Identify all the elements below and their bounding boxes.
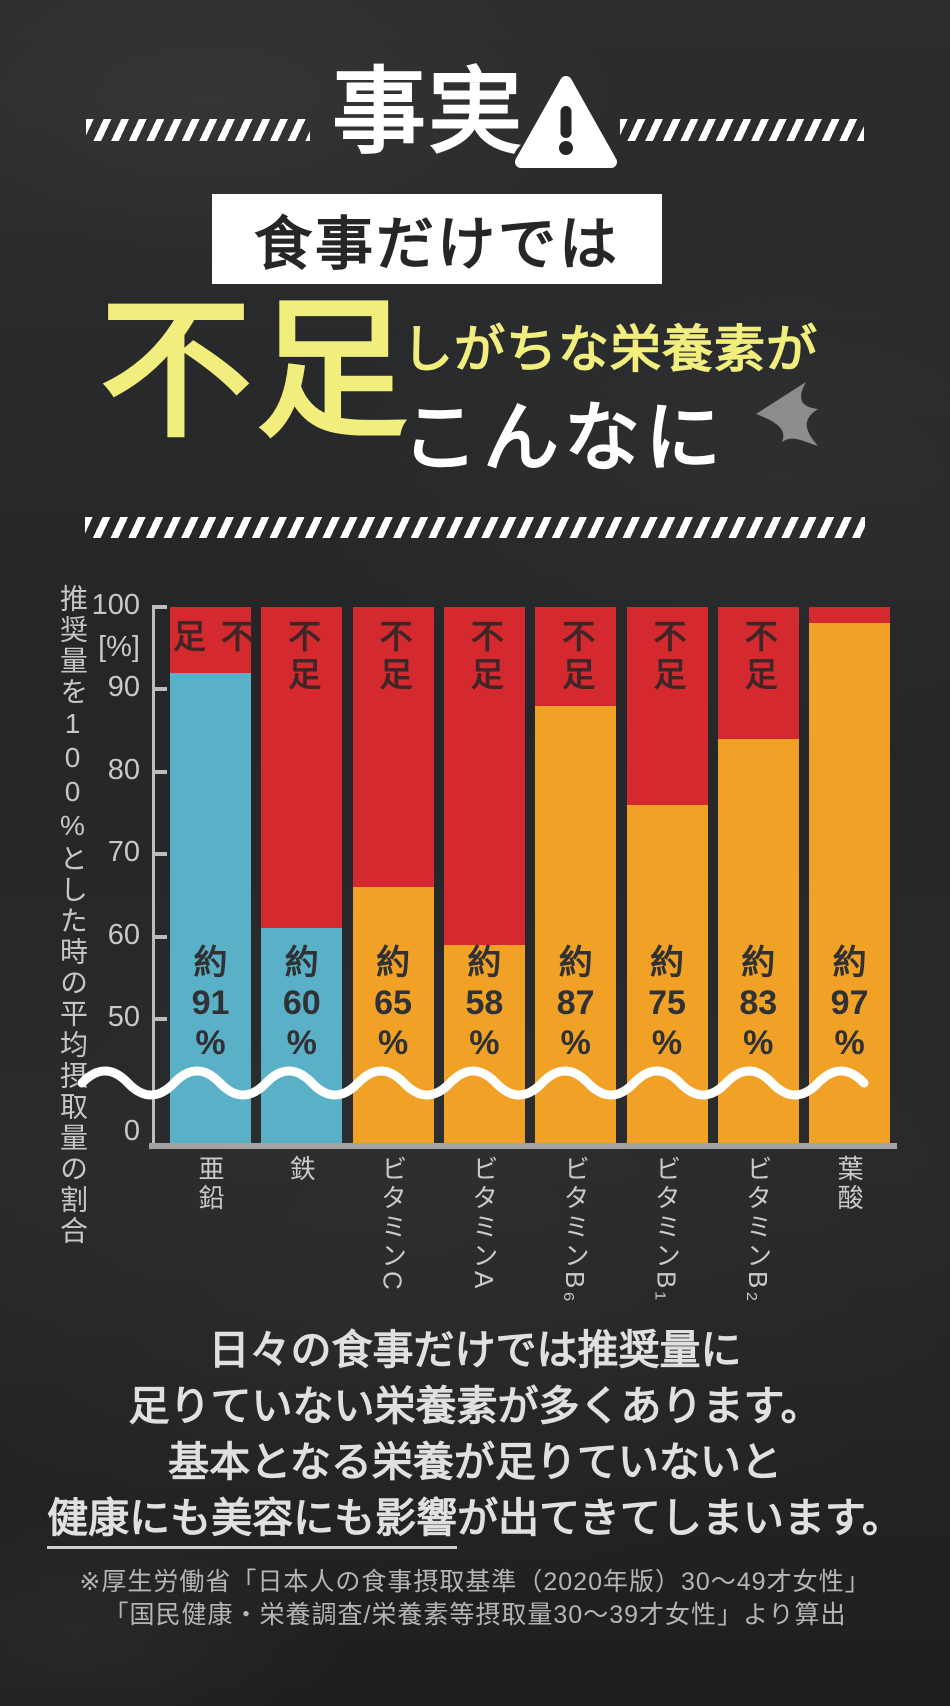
bar-segment-intake — [626, 804, 708, 1143]
bar-segment-deficit: 不足 — [169, 607, 254, 673]
bar-segment-intake — [261, 928, 343, 1143]
deficit-label: 不足 — [375, 619, 413, 695]
bar-segment-intake — [352, 887, 434, 1143]
bar-ビタミンC: 不足約 65% — [352, 607, 434, 1143]
warning-triangle-icon — [515, 76, 617, 168]
source-footnote: ※厚生労働省「日本人の食事摂取基準（2020年版）30〜49才女性」 「国民健康… — [0, 1566, 950, 1632]
subtitle-box: 食事だけでは — [212, 194, 662, 284]
highlight-word: 不足 — [100, 286, 412, 456]
y-axis-tick-mark — [155, 605, 167, 609]
x-axis-label-text: 葉酸 — [834, 1155, 865, 1213]
bar-segment-intake — [443, 944, 525, 1143]
bar-ビタミンA: 不足約 58% — [443, 607, 525, 1143]
y-axis-line — [152, 605, 155, 1146]
bar-value-label: 約 87% — [556, 943, 595, 1062]
swoosh-arrow-icon — [756, 382, 818, 446]
y-axis-tick-mark — [155, 687, 167, 692]
subtitle-text: 食事だけでは — [253, 212, 620, 277]
bar-segment-deficit: 不足 — [535, 607, 617, 706]
bar-value-label: 約 97% — [830, 943, 869, 1062]
deficit-label: 不足 — [283, 619, 321, 695]
axis-break-wave — [77, 1066, 869, 1100]
x-axis-label: ビタミンB₂ — [712, 1155, 805, 1309]
y-axis-tick-label: 50 — [107, 1001, 140, 1033]
footnote-line: 「国民健康・栄養調査/栄養素等摂取量30〜39才女性」より算出 — [103, 1601, 847, 1629]
deficit-label: 不足 — [466, 619, 504, 695]
y-axis-tick-mark — [155, 852, 167, 857]
bar-value-label: 約 58% — [465, 943, 504, 1062]
bar-segment-intake — [809, 623, 891, 1143]
bar-value-label: 約 91% — [191, 943, 230, 1062]
bar-value-label: 約 75% — [648, 943, 686, 1062]
x-axis-label: ビタミンA — [438, 1155, 531, 1296]
deficit-label: 不足 — [168, 619, 254, 657]
bar-value-label: 約 83% — [739, 943, 778, 1062]
message-line: 基本となる栄養が足りていないと — [168, 1439, 782, 1485]
y-axis-tick-mark — [155, 769, 167, 774]
message-line: 日々の食事だけでは推奨量に — [208, 1327, 742, 1373]
headline-top-text: しがちな栄養素が — [402, 321, 819, 378]
x-axis-label-text: ビタミンB₁ — [651, 1155, 682, 1304]
x-axis-label-text: ビタミンB₂ — [742, 1155, 773, 1305]
deficit-label: 不足 — [649, 619, 686, 695]
headline-bottom-text: こんなに — [402, 396, 726, 481]
message-line: 足りていない栄養素が多くあります。 — [128, 1383, 822, 1429]
y-axis-unit-label: [%] — [98, 631, 140, 663]
bar-segment-deficit — [809, 607, 891, 624]
bar-segment-deficit: 不足 — [261, 607, 343, 929]
hatch-stripe-divider — [85, 517, 865, 538]
bar-ビタミンB₆: 不足約 87% — [535, 607, 617, 1143]
hatch-stripe-right — [620, 119, 864, 141]
x-axis-label: ビタミンC — [347, 1155, 440, 1298]
bar-value-label: 約 65% — [374, 943, 412, 1062]
y-axis-title: 推奨量を100%とした時の平均摂取量の割合 — [57, 584, 88, 1247]
x-axis-label: ビタミンB₁ — [621, 1155, 714, 1308]
bar-segment-deficit: 不足 — [443, 607, 525, 945]
x-axis-line — [149, 1143, 897, 1149]
bar-ビタミンB₁: 不足約 75% — [626, 607, 708, 1143]
y-axis-tick-label: 70 — [107, 836, 140, 869]
hatch-stripe-left — [86, 119, 310, 141]
underlined-phrase: 健康にも美容にも影響 — [47, 1495, 458, 1549]
message-line: 健康にも美容にも影響が出てきてしまいます。 — [0, 1490, 950, 1549]
x-axis-label: ビタミンB₆ — [529, 1155, 622, 1310]
bar-segment-deficit: 不足 — [352, 607, 434, 888]
bar-葉酸: 約 97% — [809, 607, 891, 1143]
y-axis-tick-label: 80 — [107, 753, 140, 786]
chart: 推奨量を100%とした時の平均摂取量の割合 100 90 80 70 60 50 [%] 0 不… — [0, 540, 950, 1332]
x-axis-label-text: 亜鉛 — [195, 1155, 225, 1213]
y-axis-tick-mark — [155, 1017, 167, 1021]
y-axis-tick-mark — [155, 934, 167, 939]
y-axis-tick-label: 90 — [107, 671, 140, 704]
bar-鉄: 不足約 60% — [261, 607, 343, 1143]
x-axis-label: 亜鉛 — [164, 1155, 257, 1218]
bar-segment-deficit: 不足 — [626, 607, 708, 805]
message-line-rest: が出てきてしまいます。 — [457, 1495, 903, 1541]
y-axis-zero-label: 0 — [123, 1115, 140, 1147]
bar-segment-intake — [170, 672, 251, 1143]
bar-value-label: 約 60% — [282, 943, 321, 1062]
footnote-line: ※厚生労働省「日本人の食事摂取基準（2020年版）30〜49才女性」 — [79, 1568, 871, 1596]
x-axis-label-text: ビタミンA — [468, 1155, 499, 1292]
x-axis-label-text: ビタミンC — [377, 1155, 408, 1293]
deficit-label: 不足 — [557, 619, 595, 695]
x-axis-label-text: ビタミンB₆ — [560, 1155, 591, 1305]
y-axis-tick-label: 60 — [107, 918, 140, 951]
y-axis-tick-label: 100 — [91, 589, 140, 621]
x-axis-label-text: 鉄 — [286, 1155, 317, 1184]
page-title: 事実 — [332, 59, 525, 164]
x-axis-label: 鉄 — [255, 1155, 348, 1189]
bar-亜鉛: 不足約 91% — [169, 607, 254, 1143]
message-paragraph: 日々の食事だけでは推奨量に 足りていない栄養素が多くあります。 基本となる栄養が… — [0, 1322, 950, 1549]
x-axis-label: 葉酸 — [803, 1155, 896, 1218]
deficit-label: 不足 — [740, 619, 778, 695]
bar-segment-deficit: 不足 — [717, 607, 799, 739]
